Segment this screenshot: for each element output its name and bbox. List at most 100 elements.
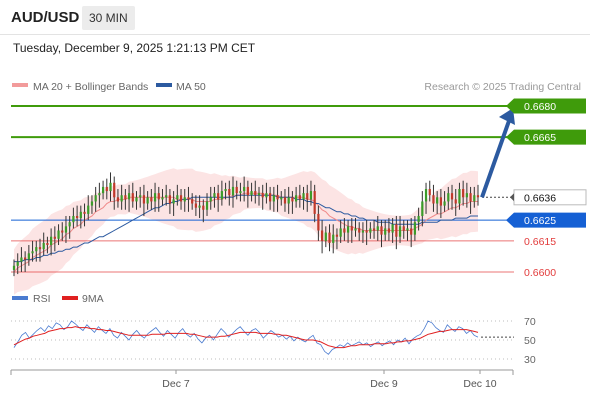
candle-body [424, 189, 428, 202]
candle-body [101, 186, 105, 194]
candle-body [202, 205, 205, 210]
rsi-panel: 70 50 30 [11, 316, 536, 366]
candle-body [50, 236, 53, 246]
candle [183, 189, 186, 212]
candle [142, 184, 146, 216]
candle-body [476, 195, 480, 198]
candle-body [276, 195, 279, 200]
candle [302, 186, 305, 210]
candle [458, 182, 461, 210]
candle-body [313, 191, 316, 214]
candle-body [447, 193, 450, 202]
candle-body [79, 211, 82, 219]
candle-body [294, 195, 298, 202]
candle-body [361, 230, 365, 233]
level-pointer-0 [506, 98, 514, 114]
candle-body [250, 191, 253, 196]
candle-body [436, 197, 439, 204]
legend-9ma-label: 9MA [82, 293, 104, 305]
candle [257, 186, 261, 206]
candle-body [443, 201, 446, 206]
candle-body [328, 232, 331, 243]
candle [354, 218, 357, 237]
candle-body [61, 230, 64, 233]
candle-body [402, 226, 405, 231]
candle [313, 184, 316, 223]
source-credit: Research © 2025 Trading Central [424, 81, 581, 93]
candle [291, 191, 294, 214]
candle-body [42, 242, 45, 250]
candle-body [428, 189, 431, 196]
candle-body [194, 203, 198, 208]
candle-body [165, 195, 168, 198]
candle-body [406, 228, 409, 231]
candle [101, 180, 105, 200]
candle-body [358, 228, 361, 233]
candle [346, 220, 350, 243]
candle-body [94, 195, 97, 202]
candle-body [87, 205, 90, 214]
candle-body [395, 224, 398, 237]
candle [265, 182, 268, 204]
candle [410, 218, 413, 248]
candle [146, 191, 149, 210]
candle [75, 205, 79, 227]
candle-body [320, 230, 324, 241]
timeframe-button[interactable]: 30 MIN [82, 6, 135, 30]
candle-body [410, 228, 413, 235]
candle-body [462, 189, 465, 198]
candle-body [179, 195, 183, 202]
candle [317, 205, 320, 241]
candle-body [16, 261, 19, 266]
candle-body [53, 236, 56, 239]
candle-body [205, 201, 209, 210]
candle-body [335, 234, 339, 237]
candle-body [64, 226, 68, 233]
candle-body [20, 257, 23, 262]
candle [335, 228, 339, 250]
candle-body [109, 182, 112, 192]
candle [369, 222, 372, 239]
last-price-label-pointer [510, 193, 514, 202]
candle-body [27, 253, 30, 260]
candle [424, 182, 428, 214]
candle [246, 180, 249, 208]
candle-body [287, 197, 290, 204]
candle-body [172, 199, 175, 204]
candle-body [243, 186, 246, 192]
candle-body [280, 197, 283, 200]
candle [469, 186, 472, 214]
legend-9ma-swatch [62, 296, 78, 300]
candle [250, 182, 253, 202]
rsi-tick-70: 70 [524, 316, 536, 328]
candle-body [231, 186, 235, 196]
candle [243, 176, 246, 202]
chart-header: AUD/USD 30 MIN [0, 0, 590, 35]
candle [127, 184, 131, 212]
candle-body [38, 247, 42, 250]
candle-body [213, 193, 216, 198]
forecast-arrow [480, 108, 515, 198]
candle [402, 220, 405, 239]
candle-body [239, 191, 242, 194]
candle-body [72, 215, 75, 223]
candle [205, 193, 209, 216]
candle [90, 195, 94, 214]
candle [131, 182, 134, 208]
candle [287, 186, 290, 214]
candle [94, 186, 97, 212]
price-labels: 0.6680 0.6665 0.6625 0.6615 0.6600 0.6636 [506, 98, 587, 279]
candle-body [153, 193, 157, 202]
level-label-1: 0.6665 [524, 132, 556, 144]
candle-body [465, 193, 468, 198]
candle [372, 220, 376, 239]
candle [261, 184, 264, 210]
candle [217, 184, 220, 212]
candle-body [269, 193, 272, 202]
candle-body [398, 226, 402, 237]
candle [432, 184, 435, 212]
candle-body [98, 193, 101, 196]
candle [150, 189, 153, 210]
candle [187, 186, 190, 212]
